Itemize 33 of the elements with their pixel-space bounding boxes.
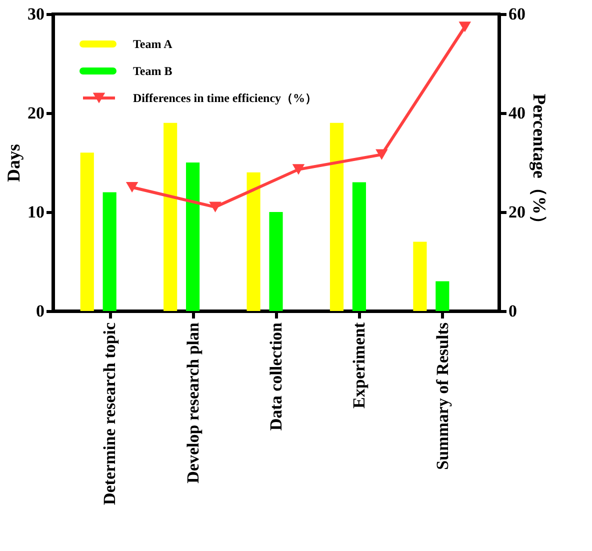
y-tick-label: 10 [28,202,44,222]
point [458,22,471,32]
y2-axis-title: Percentage（%） [530,94,550,232]
bar [102,192,116,311]
y2-tick-label: 20 [508,202,526,222]
x-tick-label: Determine research topic [100,322,120,506]
x-tick-label: Summary of Results [432,322,452,470]
y-axis-title: Days [4,144,24,182]
bar [164,122,178,311]
y-tick-label: 0 [36,302,44,320]
x-tick-label: Experiment [350,322,369,408]
point [292,164,305,175]
point [376,149,388,160]
bar [246,172,260,311]
bar [186,162,200,311]
y2-tick-label: 0 [508,302,517,320]
bar [413,242,427,311]
point [209,202,222,212]
x-tick-label: Data collection [266,322,286,431]
x-tick-label: Develop research plan [183,322,202,484]
y-tick-label: 20 [28,104,44,122]
bar [269,212,283,311]
y-tick-label: 30 [28,4,44,24]
legend-label: Differences in time efficiency（%） [133,91,318,105]
bar [352,182,366,311]
y2-tick-label: 60 [508,4,526,24]
bar [330,122,344,311]
point [126,182,138,193]
legend-label: Team B [133,64,172,78]
y2-tick-label: 40 [508,104,526,122]
bar [436,281,450,311]
bar [80,152,94,311]
legend-label: Team A [133,37,173,51]
